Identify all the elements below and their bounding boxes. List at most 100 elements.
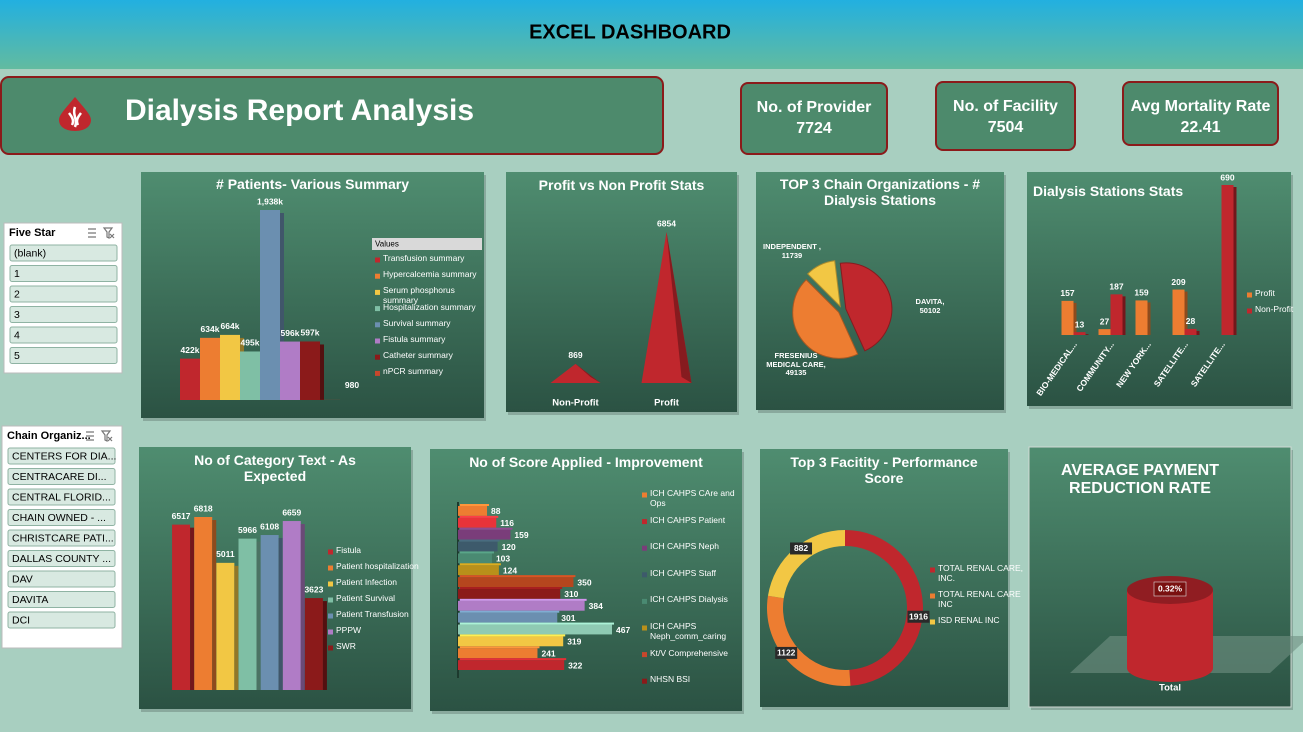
- bar-side: [190, 527, 195, 690]
- slicer-item-label: DAVITA: [12, 594, 48, 606]
- data-label: 322: [568, 660, 582, 670]
- multi-select-icon[interactable]: [88, 228, 96, 238]
- slicer-item-label: CENTRAL FLORID...: [12, 491, 111, 503]
- data-label: 209: [1171, 277, 1185, 287]
- bar-side: [280, 213, 284, 400]
- bar: [1184, 328, 1197, 335]
- slicer-item[interactable]: [9, 244, 118, 262]
- legend-label: ICH CAHPS Dialysis: [650, 594, 728, 605]
- legend-label: Patient hospitalization: [336, 561, 419, 571]
- bar: [458, 541, 498, 552]
- data-label-box: [775, 646, 798, 659]
- slicer-item[interactable]: [7, 468, 116, 485]
- legend-swatch: [328, 597, 333, 603]
- data-label: 310: [564, 589, 578, 599]
- x-tick-label: Profit: [654, 398, 680, 409]
- bar: [458, 624, 612, 635]
- bar-side: [300, 524, 305, 690]
- legend-swatch: [375, 306, 380, 312]
- banner-title: EXCEL DASHBOARD: [529, 21, 731, 43]
- slicer-item[interactable]: [9, 285, 118, 303]
- chart-title: No of Category Text - As Expected: [194, 452, 356, 485]
- kpi-label: No. of Facility: [953, 98, 1058, 115]
- bar: [282, 521, 301, 690]
- clear-filter-icon[interactable]: [102, 227, 115, 239]
- donut-slice: [845, 530, 924, 686]
- bar-top: [460, 646, 540, 649]
- bar: [200, 337, 220, 400]
- legend-label: ICH CAHPS Patient: [650, 514, 726, 525]
- slicer-item[interactable]: [9, 265, 118, 282]
- bar-side: [256, 541, 261, 690]
- bar-side: [320, 344, 324, 400]
- data-label: 350: [577, 577, 591, 587]
- legend-swatch: [930, 567, 935, 573]
- slicer-item[interactable]: [7, 447, 116, 465]
- legend-swatch: [1247, 292, 1252, 298]
- legend-label: ICH CAHPS CAre and Ops: [650, 488, 735, 508]
- data-label: 159: [514, 530, 528, 540]
- bar: [458, 660, 565, 670]
- slicer-item[interactable]: [9, 326, 118, 344]
- data-label: 664k: [221, 321, 240, 331]
- slicer-item[interactable]: [7, 570, 116, 588]
- data-label: 0.32%: [1158, 583, 1183, 593]
- bar-top: [460, 539, 500, 542]
- pie-slice: [839, 262, 893, 352]
- chart-title: TOP 3 Chain Organizations - # Dialysis S…: [779, 176, 981, 209]
- slicer-item[interactable]: [7, 611, 116, 629]
- legend-label: nPCR summary: [383, 366, 443, 377]
- logo: [59, 97, 91, 131]
- legend-swatch: [642, 572, 647, 578]
- slicer-item[interactable]: [9, 347, 118, 364]
- panel: [1027, 172, 1291, 406]
- bar: [238, 538, 257, 690]
- chart-title: Dialysis Stations Stats: [1033, 183, 1184, 199]
- title-box: [0, 76, 664, 155]
- legend-swatch: [375, 370, 380, 376]
- multi-select-icon[interactable]: [86, 431, 94, 441]
- bar-side: [1122, 296, 1126, 335]
- slicer-item[interactable]: [7, 488, 116, 506]
- slicer-item[interactable]: [7, 550, 116, 567]
- data-label: 422k: [181, 345, 200, 355]
- bar-top: [460, 504, 490, 506]
- legend-label: NHSN BSI: [650, 674, 691, 685]
- data-label: 3623: [304, 584, 323, 594]
- legend-swatch: [328, 549, 333, 555]
- slicer-item-label: 2: [14, 288, 20, 300]
- data-label: 1916: [909, 611, 928, 621]
- bar: [458, 529, 511, 540]
- bar-top: [460, 551, 494, 554]
- pie-label: FRESENIUS MEDICAL CARE, 49135: [766, 351, 826, 378]
- slicer-item[interactable]: [9, 306, 118, 323]
- bar: [1221, 185, 1234, 335]
- data-label: 690: [1220, 172, 1234, 182]
- bar: [458, 648, 538, 659]
- bar-top: [460, 527, 513, 530]
- bar: [280, 341, 300, 400]
- data-label: 13: [1075, 319, 1085, 329]
- slicer-item[interactable]: [7, 529, 116, 547]
- pie-slice: [792, 279, 859, 359]
- slicer-item-label: 4: [14, 329, 20, 341]
- data-label: 88: [491, 506, 501, 516]
- bar: [458, 600, 585, 611]
- kpi-value: 7504: [988, 119, 1024, 136]
- bar-top: [460, 634, 566, 637]
- slicer-item-label: CHAIN OWNED - ...: [12, 512, 106, 524]
- bar: [1110, 294, 1123, 335]
- bar-side: [212, 520, 217, 690]
- legend-swatch: [642, 519, 647, 525]
- clear-filter-icon[interactable]: [100, 430, 113, 442]
- legend-swatch: [930, 593, 935, 599]
- chart-title: Profit vs Non Profit Stats: [538, 177, 705, 193]
- legend-label: Patient Infection: [336, 577, 397, 587]
- slicer-item[interactable]: [7, 591, 116, 608]
- data-label: 6818: [194, 503, 213, 513]
- bar: [1135, 300, 1148, 335]
- data-label: 634k: [201, 324, 220, 334]
- slicer-item[interactable]: [7, 509, 116, 526]
- data-label: 6108: [260, 521, 279, 531]
